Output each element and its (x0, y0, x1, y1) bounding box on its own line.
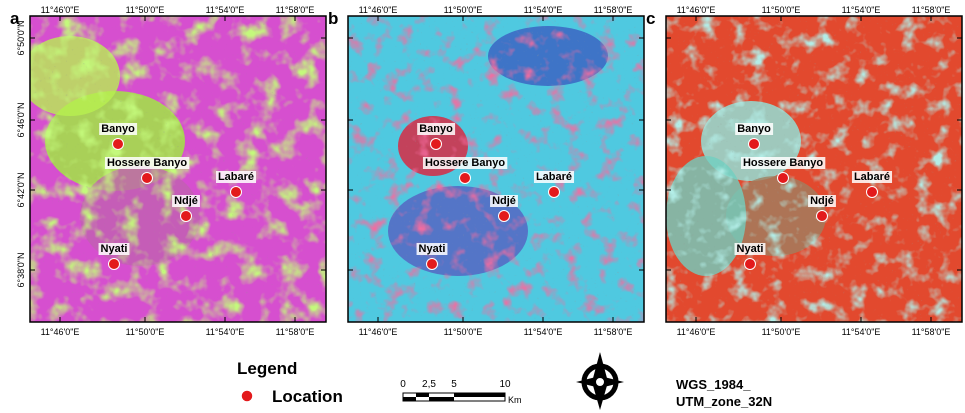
longitude-label: 11°54'0"E (206, 5, 245, 15)
map-panel: c 11°46'0"E 11°46'0"E 11°50'0"E 11°50'0"E 11°… (646, 5, 962, 337)
longitude-label: 11°58'0"E (912, 5, 951, 15)
location-label: Banyo (419, 123, 453, 135)
longitude-label: 11°58'0"E (276, 327, 315, 337)
location-marker (431, 139, 442, 150)
location-label: Ndjé (492, 195, 516, 207)
longitude-label: 11°50'0"E (126, 5, 165, 15)
latitude-label: 6°42'0"N (16, 172, 26, 207)
scale-label: 2,5 (422, 379, 436, 390)
compass-center (595, 377, 605, 387)
location-label: Labaré (854, 171, 890, 183)
location-label: Hossere Banyo (425, 157, 505, 169)
longitude-label: 11°50'0"E (444, 327, 483, 337)
panel-label: c (646, 9, 655, 28)
longitude-label: 11°54'0"E (842, 327, 881, 337)
location-label: Nyati (101, 243, 128, 255)
location-marker (549, 187, 560, 198)
latitude-label: 6°46'0"N (16, 102, 26, 137)
location-label: Hossere Banyo (107, 157, 187, 169)
location-label: Ndjé (174, 195, 198, 207)
longitude-label: 11°54'0"E (842, 5, 881, 15)
longitude-label: 11°46'0"E (41, 327, 80, 337)
scale-block (429, 397, 454, 401)
scale-block (416, 393, 429, 397)
location-marker (749, 139, 760, 150)
scale-unit: Km (508, 395, 522, 405)
projection-line: UTM_zone_32N (676, 394, 772, 409)
longitude-label: 11°50'0"E (126, 327, 165, 337)
location-marker (109, 259, 120, 270)
scale-label: 10 (499, 379, 511, 390)
north-arrow: N (576, 346, 624, 410)
map-panel: b 11°46'0"E 11°46'0"E 11°50'0"E 11°50'0"E 11°… (328, 5, 644, 337)
panel-label: b (328, 9, 338, 28)
scale-block (403, 397, 416, 401)
longitude-label: 11°58'0"E (912, 327, 951, 337)
scale-label: 5 (451, 379, 457, 390)
longitude-label: 11°46'0"E (677, 5, 716, 15)
scale-block (454, 393, 505, 397)
longitude-label: 11°58'0"E (594, 327, 633, 337)
legend-item: Location (272, 387, 343, 406)
longitude-label: 11°46'0"E (359, 5, 398, 15)
north-label: N (597, 346, 604, 356)
location-marker (142, 173, 153, 184)
longitude-label: 11°54'0"E (206, 327, 245, 337)
legend-title: Legend (237, 359, 297, 378)
longitude-label: 11°46'0"E (677, 327, 716, 337)
location-label: Labaré (536, 171, 572, 183)
longitude-label: 11°54'0"E (524, 327, 563, 337)
location-label: Nyati (737, 243, 764, 255)
longitude-label: 11°50'0"E (762, 5, 801, 15)
location-marker (113, 139, 124, 150)
location-label: Banyo (101, 123, 135, 135)
legend-marker (241, 390, 253, 402)
location-label: Hossere Banyo (743, 157, 823, 169)
longitude-label: 11°50'0"E (762, 327, 801, 337)
longitude-label: 11°54'0"E (524, 5, 563, 15)
location-marker (745, 259, 756, 270)
longitude-label: 11°46'0"E (359, 327, 398, 337)
projection-line: WGS_1984_ (676, 377, 751, 392)
location-marker (499, 211, 510, 222)
latitude-label: 6°50'0"N (16, 20, 26, 55)
longitude-label: 11°58'0"E (594, 5, 633, 15)
latitude-label: 6°38'0"N (16, 252, 26, 287)
longitude-label: 11°58'0"E (276, 5, 315, 15)
longitude-label: 11°50'0"E (444, 5, 483, 15)
location-marker (181, 211, 192, 222)
location-marker (817, 211, 828, 222)
figure: Legend Location 0 2,5 5 10 Km N WGS_1984… (0, 0, 965, 413)
location-marker (460, 173, 471, 184)
longitude-label: 11°46'0"E (41, 5, 80, 15)
location-marker (427, 259, 438, 270)
location-marker (867, 187, 878, 198)
location-label: Ndjé (810, 195, 834, 207)
location-marker (778, 173, 789, 184)
location-label: Banyo (737, 123, 771, 135)
scale-label: 0 (400, 379, 406, 390)
scale-bar: 0 2,5 5 10 Km (400, 379, 521, 405)
location-label: Nyati (419, 243, 446, 255)
location-label: Labaré (218, 171, 254, 183)
location-marker (231, 187, 242, 198)
